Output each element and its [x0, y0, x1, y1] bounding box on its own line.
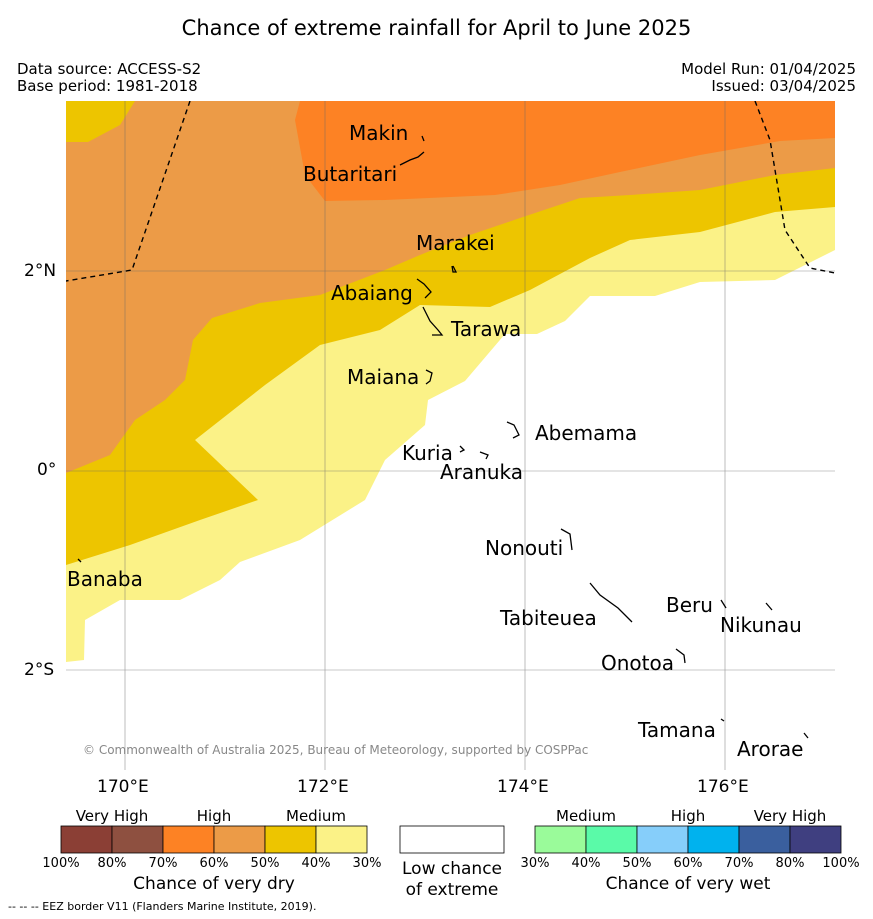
place-label: Beru	[666, 593, 713, 617]
lon-label: 174°E	[497, 777, 549, 797]
dry-header: High	[196, 807, 232, 825]
place-label: Tabiteuea	[499, 606, 597, 630]
wet-swatch-high-2	[687, 825, 740, 854]
dry-swatch-medium-1	[264, 825, 317, 854]
neutral-caption-line2: of extreme	[405, 880, 499, 900]
dry-tick: 40%	[301, 856, 331, 871]
zone-medium-corner	[66, 101, 135, 142]
place-label: Banaba	[67, 567, 143, 591]
zone-high	[295, 101, 835, 201]
dry-tick: 100%	[42, 856, 80, 871]
wet-tick: 40%	[571, 856, 601, 871]
eez-footnote: -- -- -- EEZ border V11 (Flanders Marine…	[8, 900, 317, 913]
wet-header: Medium	[556, 807, 616, 825]
grid	[66, 101, 835, 770]
issued-date: Issued: 03/04/2025	[711, 77, 856, 95]
dry-swatch-medium-2	[315, 825, 368, 854]
lon-label: 176°E	[697, 777, 749, 797]
dry-caption: Chance of very dry	[133, 874, 295, 894]
place-label: Tarawa	[450, 317, 521, 341]
lon-label: 172°E	[297, 777, 349, 797]
wet-caption: Chance of very wet	[605, 874, 771, 894]
lon-label: 170°E	[97, 777, 149, 797]
neutral-caption-line1: Low chance	[402, 859, 502, 879]
wet-header: Very High	[753, 807, 827, 825]
place-label: Marakei	[416, 231, 495, 255]
map-title: Chance of extreme rainfall for April to …	[181, 16, 692, 40]
place-label: Butaritari	[303, 162, 397, 186]
wet-tick: 50%	[622, 856, 652, 871]
wet-colorbar	[534, 825, 842, 854]
place-label: Tamana	[637, 718, 716, 742]
lat-label: 2°N	[24, 261, 57, 281]
lat-label: 0°	[37, 460, 57, 480]
eez-border	[66, 101, 835, 282]
wet-tick: 60%	[673, 856, 703, 871]
dry-header: Very High	[75, 807, 149, 825]
dry-swatch-very-high-2	[111, 825, 164, 854]
model-run: Model Run: 01/04/2025	[681, 60, 856, 78]
wet-swatch-very-high-2	[789, 825, 842, 854]
dry-swatch-very-high-1	[60, 825, 113, 854]
place-label: Makin	[349, 121, 408, 145]
place-label: Onotoa	[601, 651, 674, 675]
wet-tick: 80%	[775, 856, 805, 871]
place-label: Abaiang	[331, 281, 413, 305]
dry-tick: 60%	[199, 856, 229, 871]
dry-swatch-high-2	[213, 825, 266, 854]
place-label: Nonouti	[485, 536, 563, 560]
dry-tick: 50%	[250, 856, 280, 871]
copyright-text: © Commonwealth of Australia 2025, Bureau…	[83, 743, 588, 757]
wet-header: High	[670, 807, 706, 825]
place-label: Abemama	[535, 421, 637, 445]
zone-high-light	[66, 101, 835, 473]
wet-tick: 70%	[724, 856, 754, 871]
dry-tick: 30%	[352, 856, 382, 871]
dry-swatch-high-1	[162, 825, 215, 854]
islands	[77, 135, 809, 739]
neutral-swatch	[399, 825, 505, 854]
dry-tick: 70%	[148, 856, 178, 871]
wet-tick: 30%	[520, 856, 550, 871]
place-label: Arorae	[737, 737, 803, 761]
dry-colorbar	[60, 825, 368, 854]
wet-swatch-very-high-1	[738, 825, 791, 854]
dry-header: Medium	[286, 807, 346, 825]
place-label: Aranuka	[440, 460, 523, 484]
lat-label: 2°S	[24, 660, 55, 680]
dry-tick: 80%	[97, 856, 127, 871]
wet-swatch-high-1	[636, 825, 689, 854]
wet-swatch-medium-1	[534, 825, 587, 854]
wet-swatch-medium-2	[585, 825, 638, 854]
base-period: Base period: 1981-2018	[17, 77, 198, 95]
place-label: Nikunau	[720, 613, 802, 637]
place-label: Maiana	[347, 365, 419, 389]
wet-tick: 100%	[822, 856, 860, 871]
place-label: Kuria	[402, 441, 453, 465]
data-source: Data source: ACCESS-S2	[17, 60, 202, 78]
